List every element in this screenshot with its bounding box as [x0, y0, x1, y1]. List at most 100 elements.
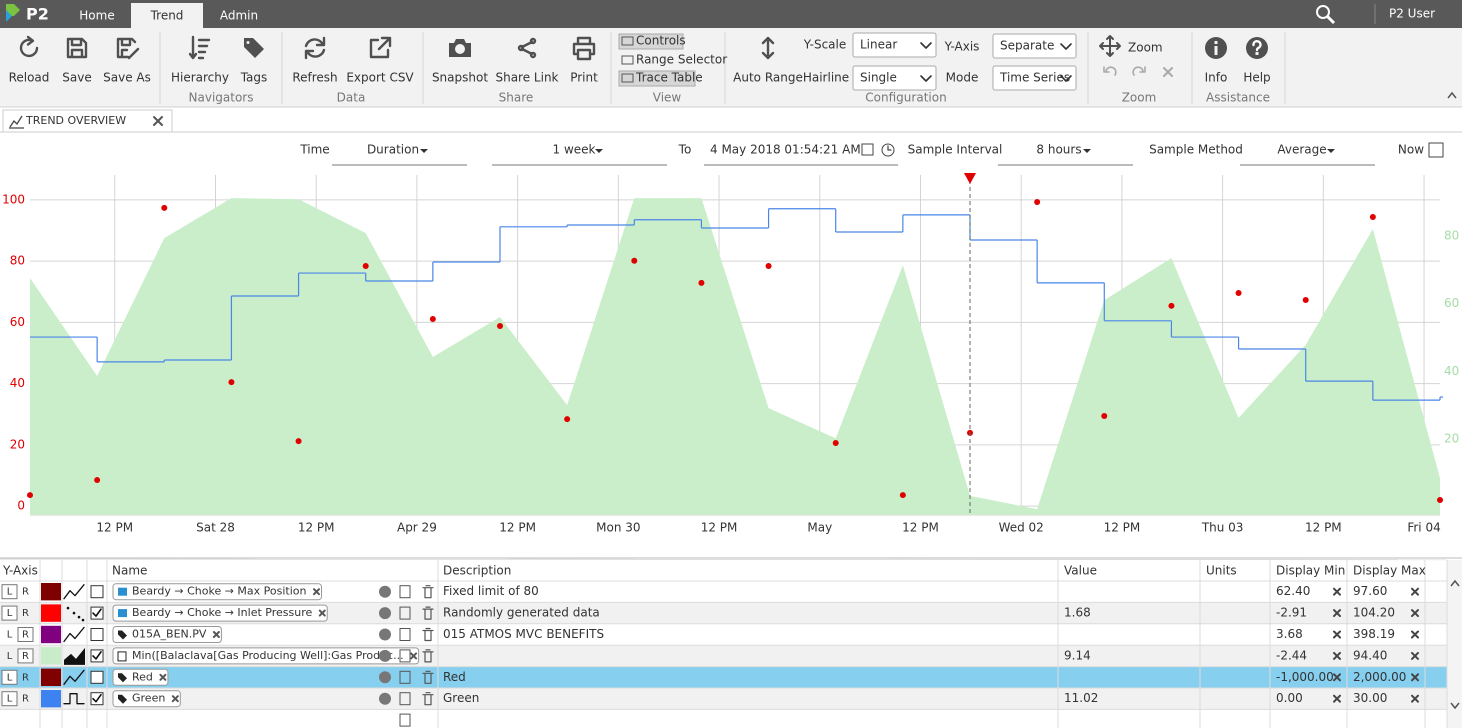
- ribbon-icon[interactable]: [572, 36, 596, 61]
- style-icon[interactable]: [81, 618, 85, 622]
- close-icon[interactable]: [171, 695, 179, 703]
- close-icon[interactable]: [153, 116, 163, 126]
- redo-icon[interactable]: [1132, 66, 1146, 76]
- info-icon[interactable]: [379, 649, 391, 662]
- select-box[interactable]: [992, 33, 1077, 59]
- scrollbar[interactable]: [1447, 560, 1462, 728]
- name-chip[interactable]: [112, 668, 169, 686]
- row-background[interactable]: [0, 666, 1447, 688]
- calc-icon[interactable]: [399, 670, 411, 684]
- ribbon-icon[interactable]: [517, 37, 537, 59]
- calc-icon[interactable]: [399, 628, 411, 641]
- close-icon[interactable]: [1411, 673, 1419, 682]
- close-icon[interactable]: [1333, 630, 1341, 639]
- axis-toggle-selected[interactable]: [17, 627, 34, 642]
- scroll-up[interactable]: [1450, 579, 1460, 587]
- style-icon[interactable]: [63, 584, 85, 600]
- check-mark[interactable]: [92, 693, 102, 703]
- style-icon[interactable]: [63, 626, 85, 643]
- style-icon[interactable]: [77, 615, 81, 619]
- calc-icon[interactable]: [399, 649, 411, 663]
- now-checkbox[interactable]: [1428, 142, 1444, 158]
- close-icon[interactable]: [1411, 587, 1419, 596]
- close-icon[interactable]: [318, 609, 326, 617]
- close-icon[interactable]: [212, 631, 220, 638]
- ribbon-icon[interactable]: [188, 35, 211, 60]
- trash-icon[interactable]: [422, 692, 434, 706]
- search-icon[interactable]: [1316, 5, 1330, 19]
- scroll-down[interactable]: [1450, 702, 1460, 710]
- close-icon[interactable]: [1333, 651, 1341, 660]
- close-icon[interactable]: [1411, 609, 1419, 618]
- trace-color[interactable]: [41, 604, 61, 622]
- visibility-checkbox[interactable]: [90, 670, 104, 684]
- row-background[interactable]: [0, 688, 1447, 710]
- close-icon[interactable]: [1333, 694, 1341, 703]
- ribbon-icon[interactable]: [244, 38, 264, 58]
- search-icon[interactable]: [1325, 14, 1336, 25]
- ribbon-icon[interactable]: [304, 36, 326, 60]
- zoom-icon[interactable]: [1099, 35, 1121, 57]
- trash-icon[interactable]: [422, 606, 434, 620]
- axis-toggle-selected[interactable]: [1, 691, 18, 707]
- close-icon[interactable]: [1411, 694, 1419, 703]
- trace-color[interactable]: [41, 690, 61, 708]
- trash-icon[interactable]: [422, 585, 434, 599]
- close-icon[interactable]: [1333, 609, 1341, 618]
- select-box[interactable]: [992, 65, 1077, 91]
- trash-icon[interactable]: [422, 649, 434, 663]
- close-icon[interactable]: [1333, 673, 1341, 682]
- undo-icon[interactable]: [1103, 66, 1117, 76]
- ribbon-icon[interactable]: [19, 35, 39, 58]
- calendar-icon[interactable]: [861, 143, 874, 156]
- axis-toggle-selected[interactable]: [1, 669, 18, 685]
- clock-icon[interactable]: [881, 143, 895, 157]
- trace-color[interactable]: [41, 583, 61, 601]
- axis-toggle-selected[interactable]: [1, 605, 18, 621]
- name-chip[interactable]: [112, 604, 328, 622]
- select-box[interactable]: [852, 65, 937, 91]
- close-icon[interactable]: [1411, 630, 1419, 639]
- close-icon[interactable]: [313, 588, 320, 596]
- style-icon[interactable]: [64, 647, 85, 665]
- option-active[interactable]: [618, 70, 696, 87]
- ribbon-icon[interactable]: [369, 36, 392, 59]
- info-icon[interactable]: [379, 628, 391, 641]
- close-icon[interactable]: [1163, 67, 1173, 77]
- close-icon[interactable]: [159, 673, 167, 681]
- check-mark[interactable]: [92, 651, 102, 660]
- style-icon[interactable]: [66, 606, 70, 610]
- visibility-checkbox[interactable]: [90, 628, 104, 641]
- name-chip[interactable]: [112, 626, 222, 643]
- trash-icon[interactable]: [422, 670, 434, 684]
- ribbon-icon[interactable]: [761, 36, 775, 60]
- ribbon-icon[interactable]: [1205, 37, 1227, 59]
- style-icon[interactable]: [72, 611, 76, 615]
- ribbon-icon[interactable]: [449, 39, 471, 57]
- row-background[interactable]: [0, 602, 1447, 624]
- calc-icon[interactable]: [399, 692, 411, 706]
- close-icon[interactable]: [1333, 587, 1341, 596]
- row-background[interactable]: [0, 581, 1447, 603]
- axis-toggle-selected[interactable]: [17, 648, 34, 664]
- style-icon[interactable]: [63, 693, 85, 705]
- info-icon[interactable]: [379, 585, 391, 598]
- style-icon[interactable]: [63, 669, 85, 685]
- check-mark[interactable]: [92, 608, 102, 617]
- collapse-ribbon[interactable]: [1447, 91, 1457, 99]
- trash-icon[interactable]: [422, 627, 434, 642]
- trace-color[interactable]: [41, 625, 61, 644]
- select-box[interactable]: [852, 32, 937, 58]
- info-icon[interactable]: [379, 671, 391, 684]
- info-icon[interactable]: [379, 607, 391, 620]
- trace-color[interactable]: [41, 668, 61, 686]
- axis-toggle-selected[interactable]: [1, 584, 18, 600]
- close-icon[interactable]: [1411, 651, 1419, 660]
- trace-color[interactable]: [41, 647, 61, 665]
- hairline-marker[interactable]: [964, 173, 976, 184]
- ribbon-icon[interactable]: [1252, 39, 1262, 52]
- name-chip[interactable]: [112, 690, 181, 708]
- calc-icon[interactable]: [399, 585, 411, 599]
- name-chip[interactable]: [112, 647, 420, 665]
- calc-icon[interactable]: [399, 606, 411, 620]
